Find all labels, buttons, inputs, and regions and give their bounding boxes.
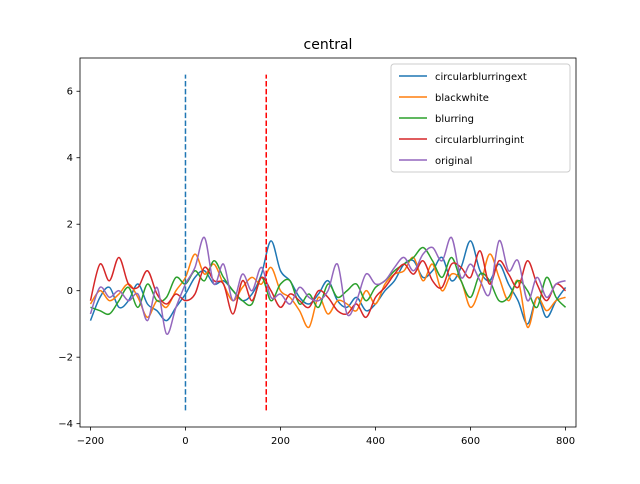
y-tick-label: 4 bbox=[67, 153, 73, 164]
chart-title: central bbox=[304, 37, 353, 53]
x-tick-label: 800 bbox=[556, 436, 575, 447]
x-tick-label: 0 bbox=[182, 436, 188, 447]
x-tick-label: 200 bbox=[271, 436, 290, 447]
series-line-circularblurringext bbox=[89, 240, 567, 325]
legend: circularblurringext blackwhite blurring cir… bbox=[390, 63, 571, 173]
y-tick-label: 2 bbox=[67, 220, 73, 231]
legend-box bbox=[390, 63, 571, 173]
legend-label: circularblurringext bbox=[435, 72, 527, 83]
legend-label: circularblurringint bbox=[435, 135, 524, 146]
x-tick-label: −200 bbox=[77, 436, 104, 447]
series-line-circularblurringint bbox=[89, 250, 567, 319]
data-series-group bbox=[89, 236, 567, 335]
axes: −200 0 200 400 600 800 −4 −2 0 2 4 6 bbox=[58, 57, 577, 447]
x-tick-label: 600 bbox=[461, 436, 480, 447]
legend-label: blackwhite bbox=[435, 93, 489, 104]
y-tick-label: −2 bbox=[58, 353, 73, 364]
y-tick-label: −4 bbox=[58, 419, 73, 430]
series-line-original bbox=[89, 236, 566, 335]
series-line-blackwhite bbox=[89, 253, 566, 329]
axes-frame bbox=[79, 57, 577, 428]
x-tick-label: 400 bbox=[366, 436, 385, 447]
y-tick-label: 0 bbox=[67, 286, 73, 297]
y-tick-label: 6 bbox=[67, 87, 73, 98]
legend-label: blurring bbox=[435, 114, 474, 125]
plot-area bbox=[89, 74, 567, 411]
legend-label: original bbox=[435, 156, 472, 167]
